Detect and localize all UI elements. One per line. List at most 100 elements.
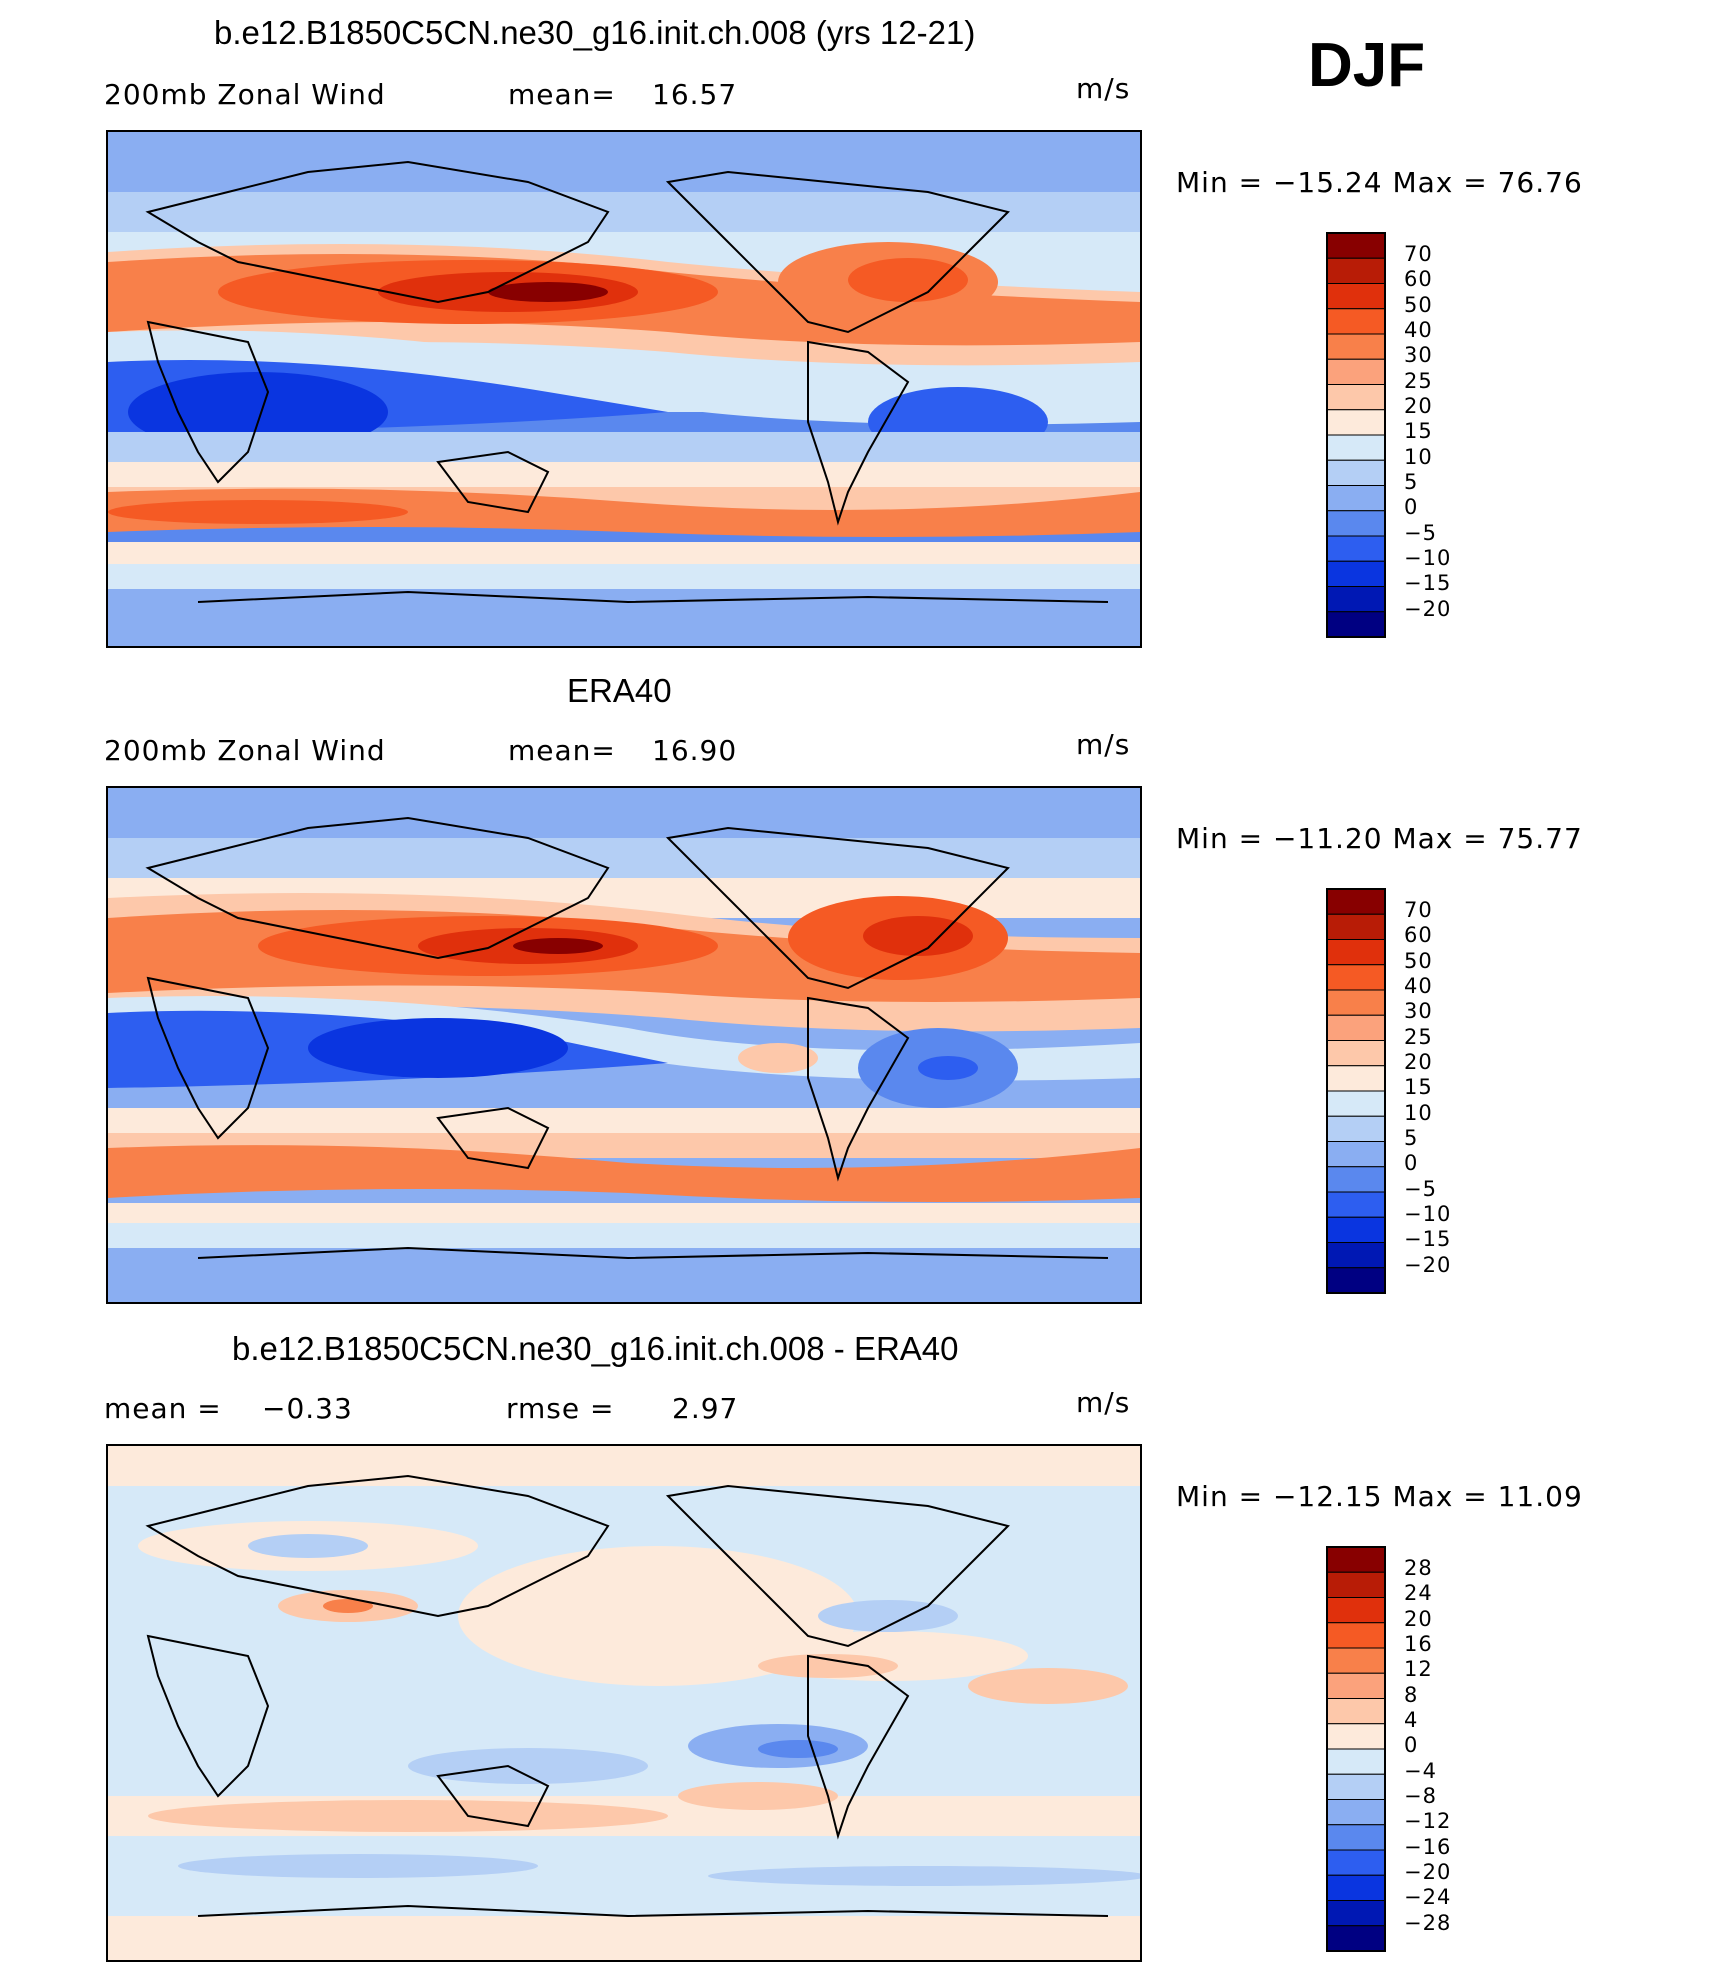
colorbar-swatch bbox=[1326, 1723, 1386, 1750]
panel1-cb-label: 25 bbox=[1404, 369, 1433, 393]
panel3-cb-label: 20 bbox=[1404, 1607, 1433, 1631]
panel1-cb-label: −5 bbox=[1404, 521, 1437, 545]
colorbar-swatch bbox=[1326, 1242, 1386, 1269]
panel2-colorbar-labels: 70 60 50 40 30 25 20 15 10 5 0 −5 −10 −1… bbox=[1404, 898, 1484, 1298]
panel1-cb-label: 15 bbox=[1404, 419, 1433, 443]
panel2-cb-label: 20 bbox=[1404, 1050, 1433, 1074]
panel1-cb-label: 0 bbox=[1404, 495, 1419, 519]
panel3-cb-label: 0 bbox=[1404, 1733, 1419, 1757]
panel2-cb-label: 15 bbox=[1404, 1075, 1433, 1099]
colorbar-swatch bbox=[1326, 1874, 1386, 1901]
panel3-cb-label: −28 bbox=[1404, 1911, 1452, 1935]
colorbar-swatch bbox=[1326, 586, 1386, 613]
colorbar-swatch bbox=[1326, 1597, 1386, 1624]
panel3-units: m/s bbox=[1076, 1386, 1131, 1419]
panel2-cb-label: 0 bbox=[1404, 1151, 1419, 1175]
panel1-cb-label: 10 bbox=[1404, 445, 1433, 469]
colorbar-swatch bbox=[1326, 1647, 1386, 1674]
panel2-mean-value: 16.90 bbox=[652, 734, 738, 767]
panel3-map bbox=[106, 1444, 1142, 1962]
colorbar-swatch bbox=[1326, 1267, 1386, 1294]
colorbar-swatch bbox=[1326, 510, 1386, 537]
colorbar-swatch bbox=[1326, 384, 1386, 411]
panel1-colorbar-labels: 70 60 50 40 30 25 20 15 10 5 0 −5 −10 −1… bbox=[1404, 242, 1484, 642]
panel3-cb-label: 4 bbox=[1404, 1708, 1419, 1732]
panel1-minmax: Min = −15.24 Max = 76.76 bbox=[1176, 166, 1583, 199]
panel2-title: ERA40 bbox=[567, 672, 672, 709]
panel3-rmse-value: 2.97 bbox=[672, 1392, 739, 1425]
colorbar-swatch bbox=[1326, 1799, 1386, 1826]
panel1-cb-label: 30 bbox=[1404, 343, 1433, 367]
panel3-mean-label: mean = bbox=[104, 1392, 222, 1425]
panel2-cb-label: −20 bbox=[1404, 1253, 1452, 1277]
colorbar-swatch bbox=[1326, 232, 1386, 259]
panel3-minmax: Min = −12.15 Max = 11.09 bbox=[1176, 1480, 1583, 1513]
panel2-cb-label: 5 bbox=[1404, 1126, 1419, 1150]
colorbar-swatch bbox=[1326, 1773, 1386, 1800]
colorbar-border bbox=[1326, 1546, 1386, 1952]
colorbar-swatch bbox=[1326, 1900, 1386, 1927]
colorbar-swatch bbox=[1326, 1141, 1386, 1168]
colorbar-swatch bbox=[1326, 1014, 1386, 1041]
panel1-mean-label: mean= bbox=[508, 78, 616, 111]
colorbar-swatch bbox=[1326, 1546, 1386, 1573]
colorbar-swatch bbox=[1326, 1065, 1386, 1092]
panel3-cb-label: 16 bbox=[1404, 1632, 1433, 1656]
panel2-cb-label: −15 bbox=[1404, 1227, 1452, 1251]
panel3-cb-label: −8 bbox=[1404, 1784, 1437, 1808]
colorbar-border bbox=[1326, 232, 1386, 638]
panel1-variable-label: 200mb Zonal Wind bbox=[104, 78, 386, 111]
panel3-cb-label: 12 bbox=[1404, 1657, 1433, 1681]
panel3-title: b.e12.B1850C5CN.ne30_g16.init.ch.008 - E… bbox=[232, 1330, 959, 1367]
colorbar-swatch bbox=[1326, 535, 1386, 562]
colorbar-swatch bbox=[1326, 333, 1386, 360]
panel3-cb-label: −4 bbox=[1404, 1759, 1437, 1783]
colorbar-swatch bbox=[1326, 308, 1386, 335]
colorbar-swatch bbox=[1326, 1849, 1386, 1876]
colorbar-swatch bbox=[1326, 888, 1386, 915]
colorbar-swatch bbox=[1326, 964, 1386, 991]
panel2-cb-label: 70 bbox=[1404, 898, 1433, 922]
panel2-cb-label: 60 bbox=[1404, 923, 1433, 947]
panel1-colorbar bbox=[1326, 232, 1386, 638]
panel3-rmse-label: rmse = bbox=[506, 1392, 615, 1425]
colorbar-swatch bbox=[1326, 1040, 1386, 1067]
colorbar-swatch bbox=[1326, 358, 1386, 385]
panel3-cb-label: −12 bbox=[1404, 1809, 1452, 1833]
colorbar-swatch bbox=[1326, 1672, 1386, 1699]
panel1-units: m/s bbox=[1076, 72, 1131, 105]
panel2-cb-label: 40 bbox=[1404, 974, 1433, 998]
panel3-colorbar bbox=[1326, 1546, 1386, 1952]
colorbar-swatch bbox=[1326, 1090, 1386, 1117]
panel2-minmax: Min = −11.20 Max = 75.77 bbox=[1176, 822, 1583, 855]
colorbar-swatch bbox=[1326, 1824, 1386, 1851]
panel2-cb-label: −10 bbox=[1404, 1202, 1452, 1226]
panel1-mean-value: 16.57 bbox=[652, 78, 738, 111]
panel2-variable-label: 200mb Zonal Wind bbox=[104, 734, 386, 767]
colorbar-swatch bbox=[1326, 611, 1386, 638]
panel1-title: b.e12.B1850C5CN.ne30_g16.init.ch.008 (yr… bbox=[214, 14, 976, 51]
panel1-cb-label: 40 bbox=[1404, 318, 1433, 342]
colorbar-swatch bbox=[1326, 1115, 1386, 1142]
panel3-cb-label: −16 bbox=[1404, 1835, 1452, 1859]
panel3-cb-label: −24 bbox=[1404, 1885, 1452, 1909]
panel2-cb-label: −5 bbox=[1404, 1177, 1437, 1201]
colorbar-swatch bbox=[1326, 434, 1386, 461]
colorbar-swatch bbox=[1326, 1622, 1386, 1649]
panel1-cb-label: −15 bbox=[1404, 571, 1452, 595]
panel1-cb-label: −10 bbox=[1404, 546, 1452, 570]
panel2-mean-label: mean= bbox=[508, 734, 616, 767]
colorbar-swatch bbox=[1326, 257, 1386, 284]
panel2-map bbox=[106, 786, 1142, 1304]
colorbar-swatch bbox=[1326, 989, 1386, 1016]
colorbar-swatch bbox=[1326, 485, 1386, 512]
colorbar-swatch bbox=[1326, 1571, 1386, 1598]
panel2-colorbar bbox=[1326, 888, 1386, 1294]
panel1-cb-label: 5 bbox=[1404, 470, 1419, 494]
colorbar-swatch bbox=[1326, 283, 1386, 310]
panel3-cb-label: −20 bbox=[1404, 1860, 1452, 1884]
panel1-cb-label: 20 bbox=[1404, 394, 1433, 418]
panel1-cb-label: 70 bbox=[1404, 242, 1433, 266]
panel1-cb-label: 60 bbox=[1404, 267, 1433, 291]
colorbar-swatch bbox=[1326, 939, 1386, 966]
